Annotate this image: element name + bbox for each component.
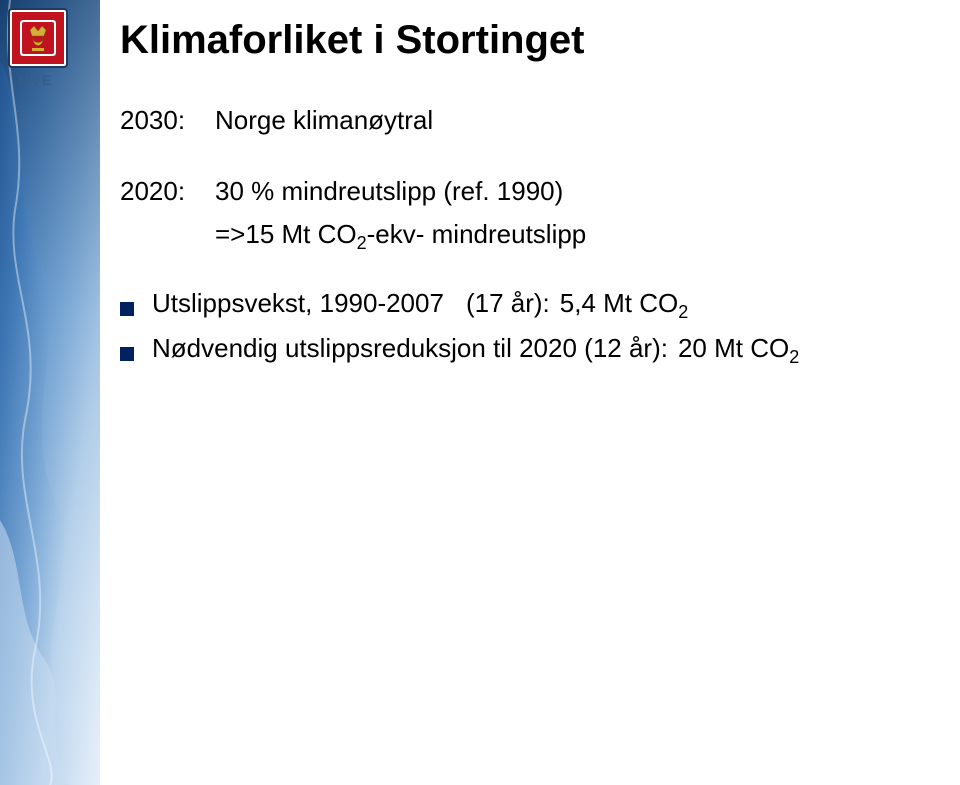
indent-suffix: -ekv- mindreutslipp xyxy=(367,219,587,249)
year-row: 2020: 30 % mindreutslipp (ref. 1990) xyxy=(120,176,930,207)
bullet-item: Nødvendig utslippsreduksjon til 2020 (12… xyxy=(120,333,930,368)
bullet-val-sub: 2 xyxy=(789,348,799,368)
bullet-icon xyxy=(120,347,134,361)
slide-title: Klimaforliket i Stortinget xyxy=(120,18,930,63)
year-row: 2030: Norge klimanøytral xyxy=(120,105,930,136)
bullet-text: Nødvendig utslippsreduksjon til 2020 (12… xyxy=(152,333,930,368)
indent-sub: 2 xyxy=(357,233,367,253)
indent-prefix: =>15 Mt CO xyxy=(215,219,357,249)
background-strip xyxy=(0,0,100,785)
indent-line: =>15 Mt CO2-ekv- mindreutslipp xyxy=(215,219,930,254)
bullet-val-prefix: 5,4 Mt CO xyxy=(560,288,678,318)
bullet-text: Utslippsvekst, 1990-2007 (17 år): 5,4 Mt C… xyxy=(152,288,930,323)
bullet-paren: (12 år): xyxy=(584,333,668,363)
content-area: Klimaforliket i Stortinget 2030: Norge k… xyxy=(120,18,930,379)
logo-badge xyxy=(8,8,68,68)
year-label: 2020: xyxy=(120,176,215,207)
bullet-label: Utslippsvekst, 1990-2007 xyxy=(152,288,444,318)
year-desc: 30 % mindreutslipp (ref. 1990) xyxy=(215,176,930,207)
bullet-val-prefix: 20 Mt CO xyxy=(678,333,789,363)
bullet-paren: (17 år): xyxy=(466,288,550,318)
bullet-list: Utslippsvekst, 1990-2007 (17 år): 5,4 Mt C… xyxy=(120,288,930,368)
logo-block: NVE xyxy=(8,8,64,88)
year-desc: Norge klimanøytral xyxy=(215,105,930,136)
logo-text: NVE xyxy=(8,72,64,88)
bullet-val-sub: 2 xyxy=(678,302,688,322)
bullet-label: Nødvendig utslippsreduksjon til 2020 xyxy=(152,333,577,363)
slide: NVE Klimaforliket i Stortinget 2030: Nor… xyxy=(0,0,960,785)
bullet-item: Utslippsvekst, 1990-2007 (17 år): 5,4 Mt C… xyxy=(120,288,930,323)
year-label: 2030: xyxy=(120,105,215,136)
bullet-icon xyxy=(120,302,134,316)
crown-icon xyxy=(18,18,58,58)
